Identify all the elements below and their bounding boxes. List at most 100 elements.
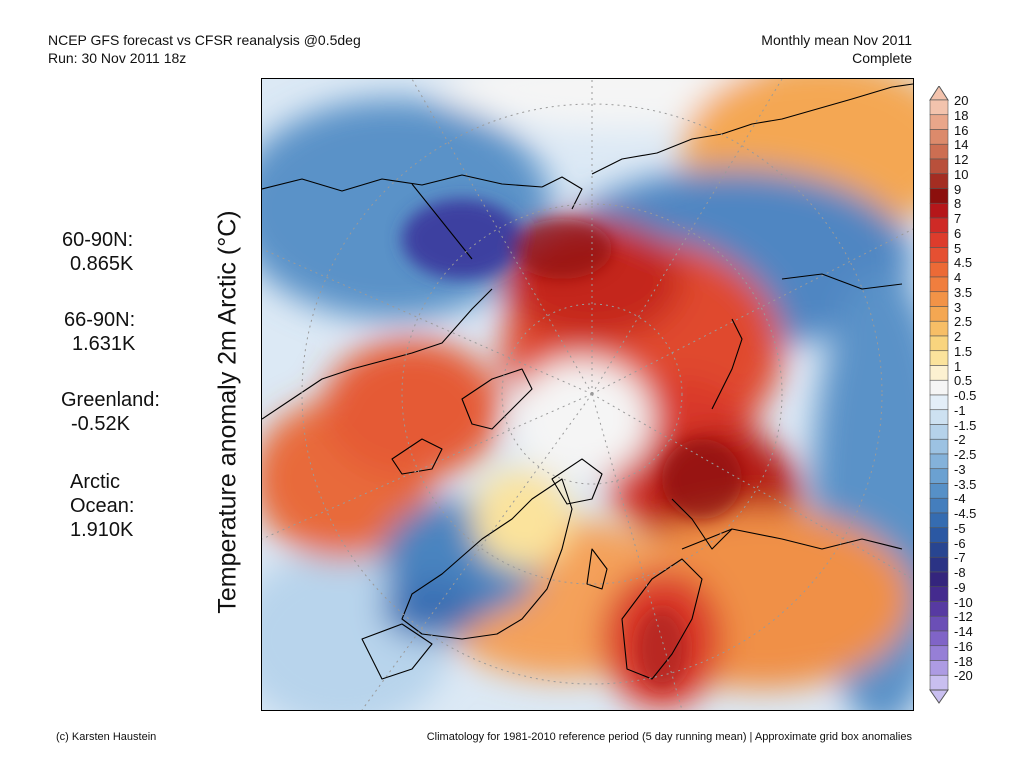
stat-66-90n: 66-90N: 1.631K <box>64 308 135 356</box>
colorbar-box <box>929 453 949 470</box>
stat-value: 1.910K <box>70 519 134 541</box>
colorbar-box <box>929 586 949 602</box>
colorbar-box <box>929 483 949 499</box>
colorbar-min-arrow <box>929 689 949 704</box>
graticule <box>262 79 913 710</box>
colorbar-box <box>929 645 949 661</box>
colorbar-box <box>929 556 949 573</box>
colorbar-box <box>929 188 949 204</box>
colorbar-box <box>929 394 949 411</box>
colorbar-tick-label: 1 <box>954 358 962 374</box>
colorbar-tick-label: -20 <box>954 668 973 684</box>
colorbar-tick-label: -10 <box>954 594 973 610</box>
axis-label: Temperature anomaly 2m Arctic (°C) <box>213 210 242 614</box>
colorbar-tick-label: -8 <box>954 565 966 580</box>
colorbar-tick-label: -2.5 <box>954 447 977 462</box>
colorbar-tick-label: 3 <box>954 299 962 315</box>
title-line: NCEP GFS forecast vs CFSR reanalysis @0.… <box>48 32 361 48</box>
colorbar-tick-label: -5 <box>954 520 966 536</box>
copyright: (c) Karsten Haustein <box>56 731 157 743</box>
header-left: NCEP GFS forecast vs CFSR reanalysis @0.… <box>48 31 361 67</box>
colorbar-box <box>929 291 949 307</box>
colorbar-tick-label: -3.5 <box>954 476 977 492</box>
colorbar-box <box>929 232 949 248</box>
colorbar-tick-label: 2 <box>954 329 962 344</box>
climatology-note: Climatology for 1981-2010 reference peri… <box>426 731 912 743</box>
run-line: Run: 30 Nov 2011 18z <box>48 50 187 66</box>
colorbar-tick-label: -16 <box>954 638 973 654</box>
colorbar-tick-label: 20 <box>954 93 969 108</box>
colorbar-box <box>929 114 949 130</box>
colorbar-tick-label: -6 <box>954 535 966 551</box>
colorbar-tick-label: 3.5 <box>954 284 973 300</box>
colorbar-box <box>929 497 949 514</box>
colorbar-box <box>929 379 949 396</box>
colorbar-box <box>929 365 949 381</box>
colorbar-tick-label: 14 <box>954 137 969 153</box>
anomaly-field <box>262 79 913 710</box>
colorbar-box <box>929 129 949 145</box>
colorbar-box <box>929 173 949 189</box>
colorbar-box <box>929 143 949 160</box>
colorbar-box <box>929 350 949 366</box>
colorbar-tick-label: -18 <box>954 653 973 669</box>
colorbar-tick-label: 6 <box>954 225 962 241</box>
colorbar-tick-label: 9 <box>954 181 962 197</box>
colorbar-box <box>929 630 949 647</box>
colorbar-tick-label: -1.5 <box>954 417 977 433</box>
colorbar-tick-label: 5 <box>954 240 962 256</box>
colorbar-tick-label: -4 <box>954 491 966 507</box>
colorbar-box <box>929 217 949 234</box>
colorbar-tick-label: -0.5 <box>954 388 977 403</box>
stat-60-90n: 60-90N: 0.865K <box>62 228 133 276</box>
colorbar-box <box>929 158 949 175</box>
colorbar-tick-label: -12 <box>954 609 973 625</box>
stat-value: 0.865K <box>70 253 134 275</box>
colorbar-tick-label: -3 <box>954 461 966 477</box>
colorbar-box <box>929 335 949 352</box>
colorbar: 20 18 16 14 12 10 9 8 7 6 5 4.5 4 3.5 3 2.5 2 1.5 1 0.5 -0.5… <box>929 86 1024 706</box>
stat-label-2: Ocean: <box>70 495 135 517</box>
colorbar-box <box>929 571 949 588</box>
colorbar-tick-label: 18 <box>954 107 969 123</box>
stat-label: Greenland: <box>61 389 160 411</box>
colorbar-box <box>929 674 949 691</box>
colorbar-box <box>929 438 949 455</box>
colorbar-box <box>929 320 949 337</box>
colorbar-box <box>929 660 949 676</box>
colorbar-tick-label: 2.5 <box>954 314 973 330</box>
colorbar-tick-label: -1 <box>954 402 966 418</box>
stat-label: 60-90N: <box>62 229 134 251</box>
colorbar-box <box>929 615 949 632</box>
colorbar-box <box>929 261 949 278</box>
anomaly-map <box>261 78 914 711</box>
colorbar-box <box>929 276 949 293</box>
colorbar-tick-label: 16 <box>954 122 969 138</box>
stat-label: Arctic <box>70 471 120 493</box>
colorbar-box <box>929 202 949 219</box>
colorbar-box <box>929 306 949 322</box>
colorbar-box <box>929 601 949 617</box>
colorbar-box <box>929 527 949 543</box>
colorbar-tick-label: 8 <box>954 196 962 212</box>
status-line: Complete <box>852 50 912 66</box>
colorbar-tick-label: 7 <box>954 211 962 226</box>
stat-arctic-ocean: Arctic Ocean: 1.910K <box>70 470 134 542</box>
period-line: Monthly mean Nov 2011 <box>761 32 912 48</box>
colorbar-max-arrow <box>929 86 949 101</box>
stat-value: -0.52K <box>71 413 130 435</box>
colorbar-tick-label: 10 <box>954 166 969 182</box>
colorbar-box <box>929 99 949 116</box>
colorbar-box <box>929 542 949 558</box>
colorbar-box <box>929 424 949 440</box>
colorbar-tick-label: 0.5 <box>954 373 973 389</box>
stat-label: 66-90N: <box>64 309 136 331</box>
header-right: Monthly mean Nov 2011 Complete <box>761 31 912 67</box>
coastlines <box>262 83 913 680</box>
colorbar-box <box>929 512 949 529</box>
colorbar-tick-label: -14 <box>954 624 973 639</box>
colorbar-tick-label: -9 <box>954 579 966 595</box>
stat-greenland: Greenland: -0.52K <box>61 388 160 436</box>
colorbar-tick-label: -2 <box>954 432 966 448</box>
colorbar-box <box>929 468 949 484</box>
